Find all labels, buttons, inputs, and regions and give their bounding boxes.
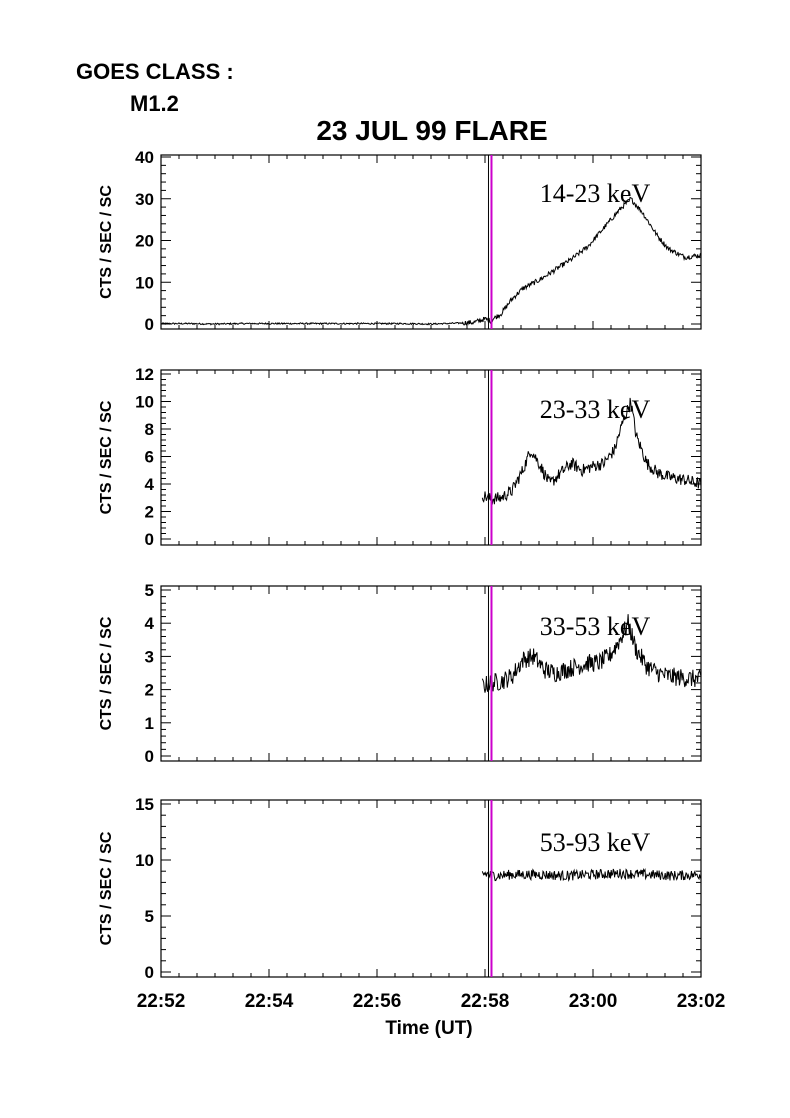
y-tick-label: 0 [145,747,154,766]
y-axis-label: CTS / SEC / SC [98,831,115,945]
y-tick-label: 5 [145,907,154,926]
y-tick-label: 2 [145,681,154,700]
panel-1: 0 10 20 30 40 CTS / SEC / SC 14-23 keV [98,148,702,334]
goes-class-label: GOES CLASS : [76,59,234,84]
x-tick-label: 22:58 [461,991,510,1012]
x-tick-label: 23:02 [677,991,726,1012]
x-axis: 22:52 22:54 22:56 22:58 23:00 23:02 Time (UT) [137,991,726,1039]
y-tick-label: 0 [145,963,154,982]
band-label: 33-53 keV [540,612,651,641]
y-tick-label: 5 [145,581,154,600]
x-tick-label: 22:52 [137,991,186,1012]
x-axis-label: Time (UT) [385,1018,472,1039]
goes-class-value: M1.2 [130,91,179,116]
panel-2: 0 2 4 6 8 10 12 CTS / SEC / SC 23-33 keV [98,365,702,549]
y-tick-label: 15 [135,795,154,814]
y-tick-label: 8 [145,420,154,439]
y-tick-label: 4 [145,475,155,494]
band-label: 23-33 keV [540,395,651,424]
x-tick-label: 22:54 [245,991,294,1012]
data-trace [481,614,702,693]
x-tick-label: 22:56 [353,991,402,1012]
y-tick-label: 10 [135,273,154,292]
data-trace [481,397,702,506]
data-trace [160,196,702,327]
y-axis-label: CTS / SEC / SC [98,400,115,514]
y-tick-label: 10 [135,851,154,870]
band-label: 53-93 keV [540,828,651,857]
panel-frame [160,799,702,978]
panel-4: 0 5 10 15 CTS / SEC / SC 53-93 keV [98,795,702,982]
y-tick-label: 30 [135,190,154,209]
y-tick-label: 6 [145,448,154,467]
y-tick-label: 0 [145,315,154,334]
y-tick-label: 20 [135,232,154,251]
y-axis-label: CTS / SEC / SC [98,185,115,299]
y-tick-label: 40 [135,148,154,167]
data-trace [481,867,702,882]
x-tick-label: 23:00 [569,991,618,1012]
y-tick-label: 1 [145,714,154,733]
y-tick-label: 0 [145,530,154,549]
y-tick-label: 10 [135,393,154,412]
y-tick-label: 12 [135,365,154,384]
chart-title: 23 JUL 99 FLARE [316,115,547,146]
band-label: 14-23 keV [540,179,651,208]
y-axis-label: CTS / SEC / SC [98,616,115,730]
y-tick-label: 3 [145,647,154,666]
panel-3: 0 1 2 3 4 5 CTS / SEC / SC 33-53 keV [98,581,702,766]
y-tick-label: 2 [145,503,154,522]
y-tick-label: 4 [145,614,155,633]
